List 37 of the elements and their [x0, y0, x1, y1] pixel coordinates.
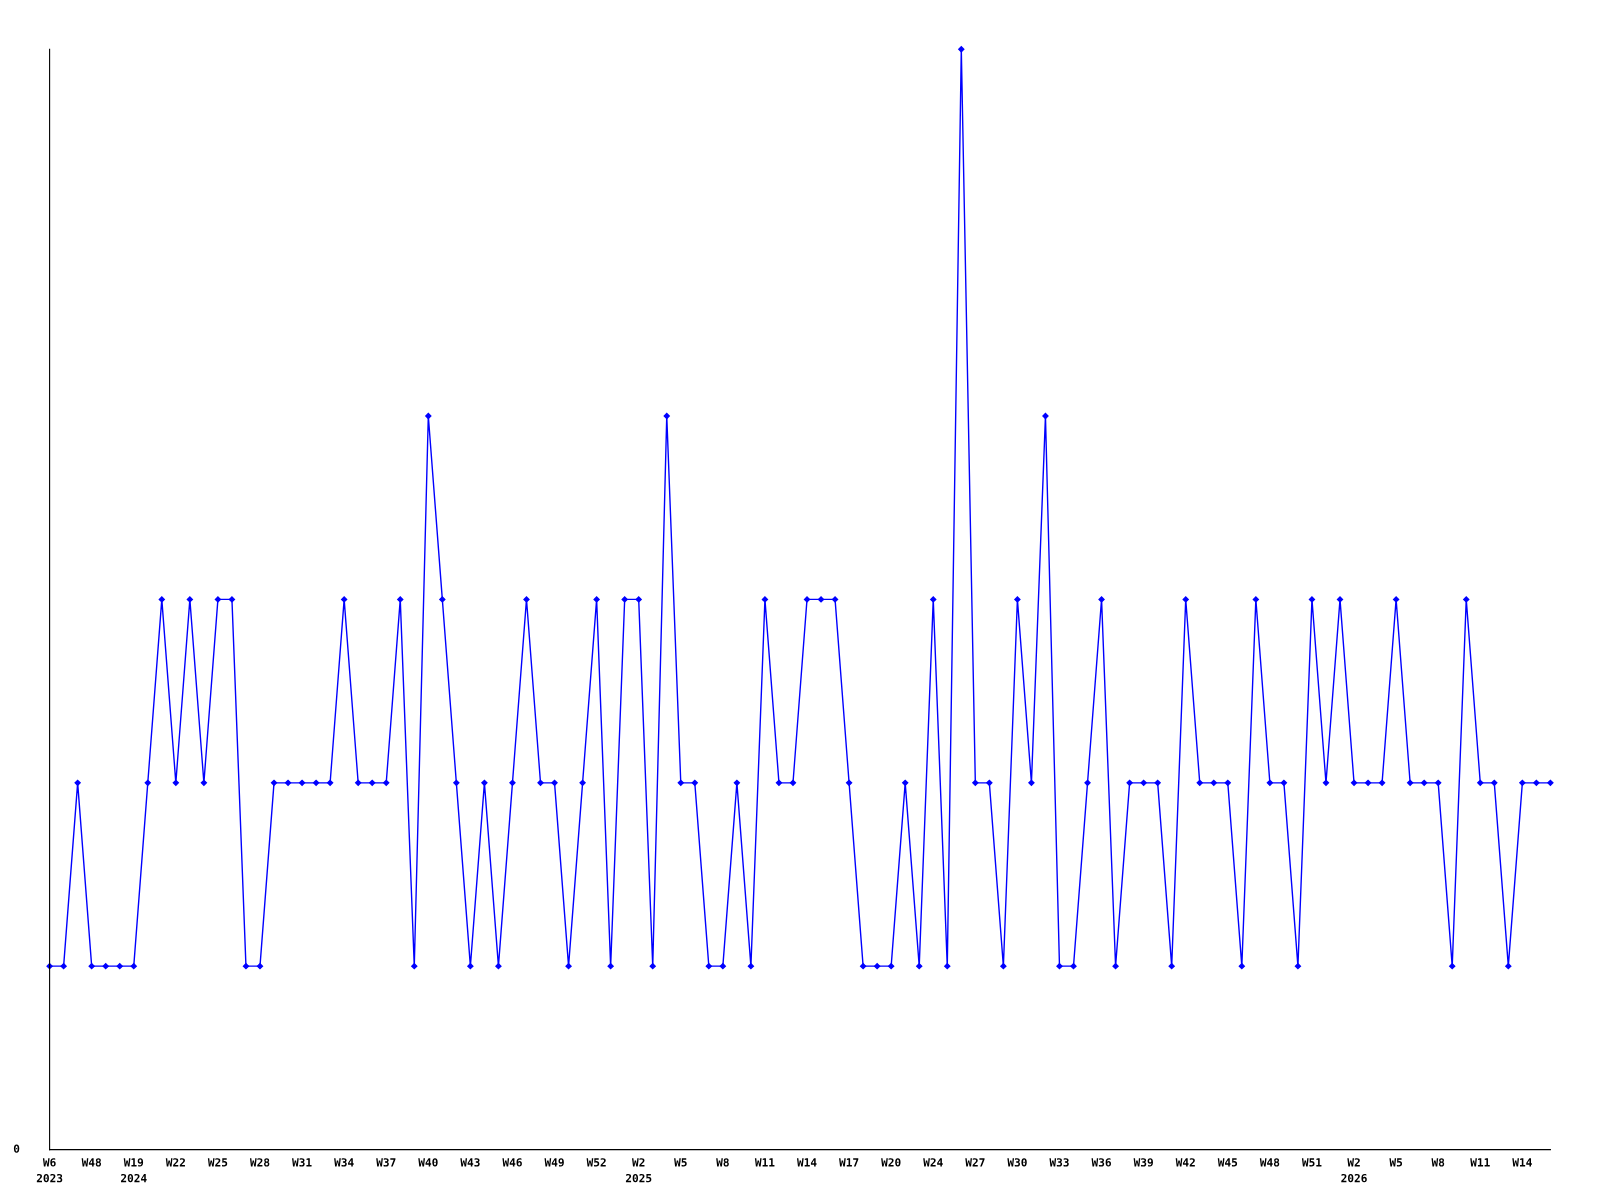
x-tick-label: W14	[796, 1158, 817, 1167]
x-tick-label: W2 2025	[625, 1158, 652, 1183]
x-tick-label: W31	[292, 1158, 312, 1167]
x-tick-label: W8	[716, 1158, 729, 1167]
x-tick-label: W22	[165, 1158, 185, 1167]
x-tick-label: W48	[1259, 1158, 1280, 1167]
x-tick-label: W11	[1470, 1158, 1490, 1167]
x-tick-label: W25	[207, 1158, 228, 1167]
x-tick-label: W2 2026	[1341, 1158, 1367, 1183]
text: 0	[13, 1144, 20, 1153]
x-tick-label: W11	[754, 1158, 775, 1167]
x-tick-label: W43	[460, 1158, 480, 1167]
x-tick-label: W42	[1175, 1158, 1195, 1167]
x-tick-label: W27	[965, 1158, 985, 1167]
x-tick-label: W33	[1049, 1158, 1069, 1167]
x-tick-label: W37	[376, 1158, 396, 1167]
x-tick-label: W8	[1431, 1158, 1445, 1167]
x-tick-label: W51	[1301, 1158, 1322, 1167]
x-tick-label: W20	[881, 1158, 901, 1167]
x-tick-label: W40	[418, 1158, 438, 1167]
x-tick-label: W36	[1091, 1158, 1111, 1167]
x-tick-label: W14	[1512, 1158, 1532, 1167]
x-tick-label: W48	[81, 1158, 102, 1167]
x-tick-label: W5	[674, 1158, 687, 1167]
x-tick-label: W17	[839, 1158, 859, 1167]
x-tick-label: W46	[502, 1158, 522, 1167]
x-tick-label: W49	[544, 1158, 564, 1167]
x-tick-label: W28	[249, 1158, 270, 1167]
x-tick-label: W52	[586, 1158, 606, 1167]
x-tick-label: W39	[1133, 1158, 1153, 1167]
x-tick-label: W19 2024	[121, 1158, 147, 1183]
x-tick-label: W45	[1217, 1158, 1238, 1167]
x-tick-label: W24	[923, 1158, 943, 1167]
x-tick-label: W5	[1389, 1158, 1403, 1167]
x-tick-label: W30	[1007, 1158, 1027, 1167]
x-tick-label: W6 2023	[36, 1158, 63, 1183]
x-tick-label: W34	[334, 1158, 354, 1167]
